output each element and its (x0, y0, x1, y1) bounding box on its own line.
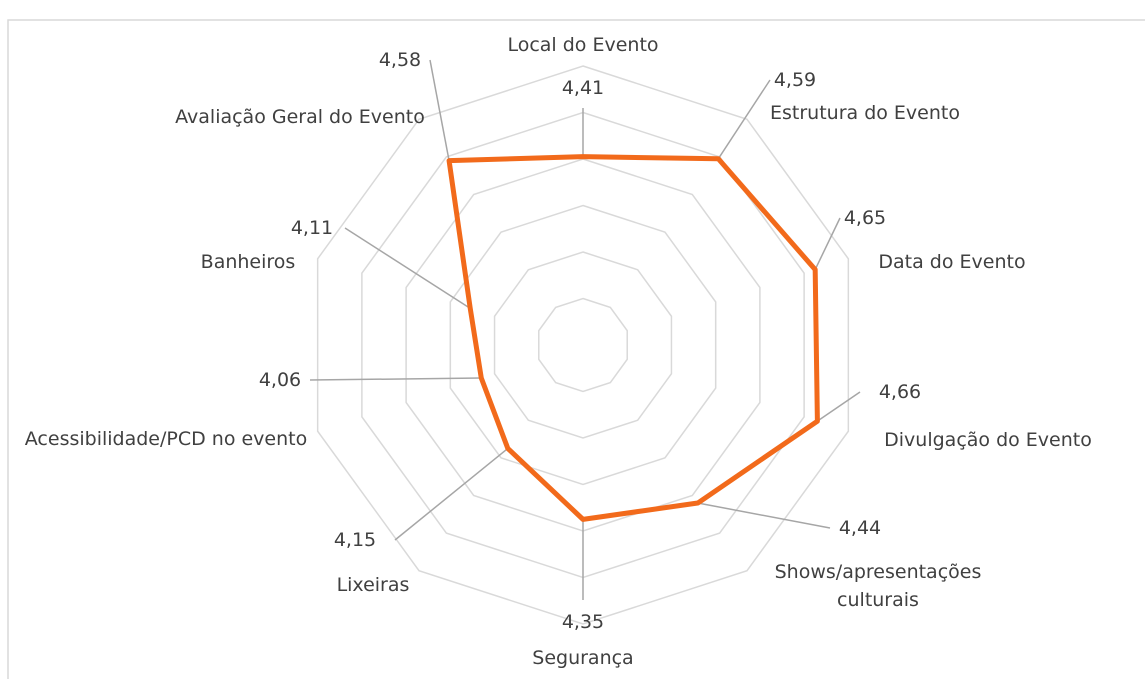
category-label: Shows/apresentações culturais (774, 561, 982, 611)
data-label: 4,58 (378, 49, 422, 71)
grid-ring (538, 297, 628, 393)
data-label: 4,06 (258, 369, 302, 391)
leader-line (429, 59, 450, 161)
leader-line (344, 227, 471, 309)
category-label: Lixeiras (336, 574, 410, 596)
leader-line (697, 502, 831, 529)
radar-line (446, 154, 820, 522)
grid-ring (316, 65, 850, 625)
data-label: 4,41 (561, 77, 605, 99)
frame (7, 19, 1145, 679)
category-label: Divulgação do Evento (884, 429, 1092, 451)
grid-ring (449, 204, 717, 486)
category-label: Banheiros (200, 251, 296, 273)
category-label: Local do Evento (507, 34, 659, 56)
leader-line (309, 377, 482, 381)
leader-line (816, 391, 861, 422)
category-label: Data do Evento (878, 251, 1026, 273)
category-label: Segurança (532, 647, 634, 669)
category-label: Acessibilidade/PCD no evento (24, 428, 308, 450)
data-label: 4,66 (878, 381, 922, 403)
data-label: 4,11 (290, 217, 334, 239)
data-label: 4,44 (838, 517, 882, 539)
data-label: 4,65 (843, 207, 887, 229)
data-label: 4,35 (561, 611, 605, 633)
category-label: Avaliação Geral do Evento (175, 106, 425, 128)
category-label: Estrutura do Evento (770, 102, 960, 124)
leader-line (814, 217, 841, 270)
leader-line (394, 447, 509, 541)
leader-line (717, 79, 771, 160)
grid-ring (493, 251, 673, 439)
data-label: 4,15 (333, 529, 377, 551)
data-label: 4,59 (773, 69, 817, 91)
